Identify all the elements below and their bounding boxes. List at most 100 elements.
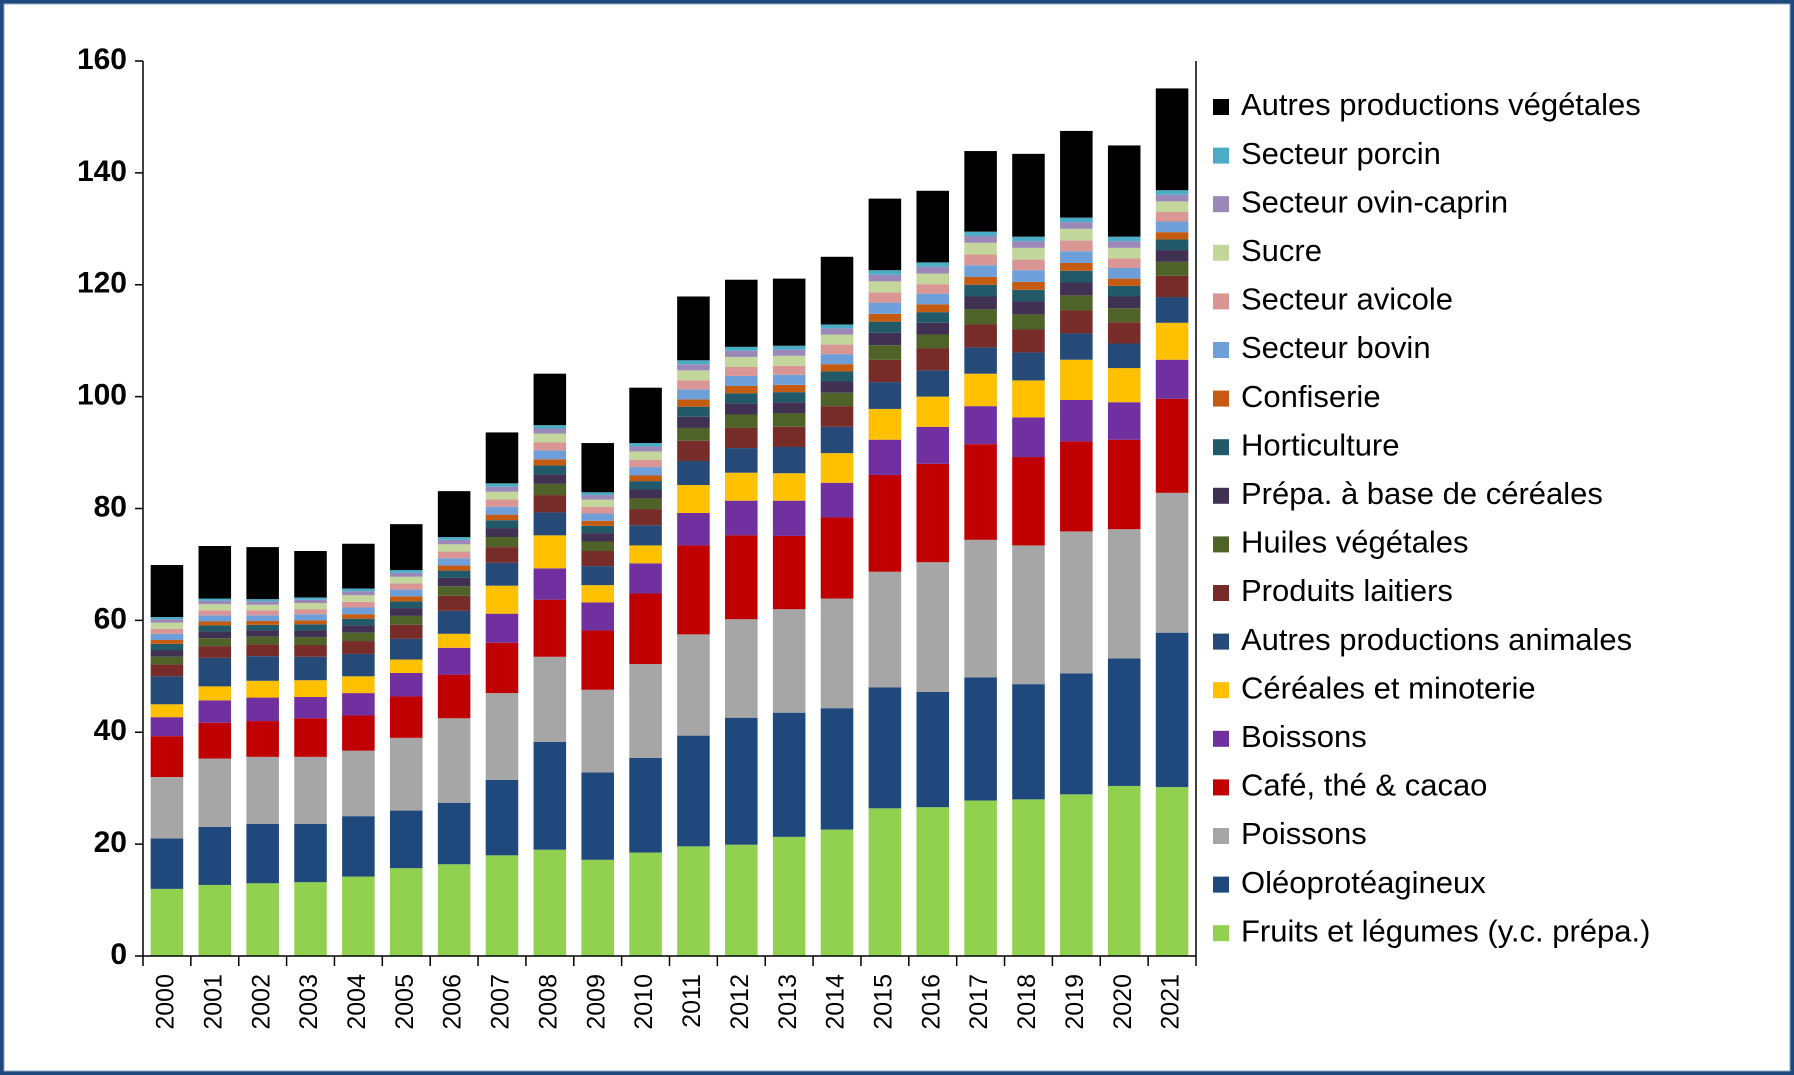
legend-swatch (1213, 730, 1229, 747)
bar-segment (772, 349, 806, 356)
y-tick-label: 100 (77, 379, 127, 412)
bar-segment (725, 375, 758, 386)
bar-segment (437, 570, 471, 578)
bar-segment (677, 360, 710, 365)
bar-segment (1012, 153, 1045, 237)
bar-segment (342, 618, 375, 626)
bar-segment (485, 506, 519, 515)
bar-segment (342, 641, 375, 654)
bar-segment (772, 426, 806, 447)
bar-segment (581, 506, 614, 514)
bar-segment (198, 598, 232, 601)
bar-segment (485, 642, 519, 694)
legend-swatch (1213, 828, 1229, 844)
bar-segment (294, 656, 327, 681)
x-tick-label: 2011 (678, 974, 706, 1028)
bar-segment (629, 545, 662, 564)
bar-segment (485, 432, 519, 484)
legend-swatch (1213, 342, 1229, 358)
bar-segment (389, 524, 423, 571)
bar-segment (1107, 785, 1141, 956)
bar-segment (533, 465, 567, 475)
bar-segment (1155, 212, 1189, 222)
bar-segment (868, 198, 902, 271)
bar-segment (294, 614, 327, 621)
bar-segment (246, 636, 279, 645)
x-tick-label: 2009 (582, 974, 610, 1030)
bar-segment (629, 498, 662, 510)
bar-segment (725, 448, 758, 473)
bar-segment (1060, 333, 1093, 360)
bar-segment (389, 868, 423, 956)
x-tick-label: 2021 (1157, 974, 1185, 1030)
bar-segment (150, 838, 184, 889)
bar-segment (437, 610, 471, 634)
legend-swatch (1213, 585, 1229, 601)
bar-segment (437, 586, 471, 596)
bar-segment (629, 593, 662, 665)
bar-segment (964, 309, 997, 325)
legend-swatch (1213, 487, 1229, 504)
bar-segment (1060, 794, 1093, 956)
bar-segment (389, 659, 423, 673)
bar-segment (820, 453, 854, 483)
bar-segment (150, 639, 184, 644)
bar-segment (916, 312, 950, 323)
bar-segment (198, 615, 232, 622)
bar-segment (1107, 267, 1141, 279)
bar-segment (916, 691, 950, 808)
bar-segment (725, 279, 758, 347)
bar-segment (820, 829, 854, 956)
legend-label: Boissons (1241, 719, 1367, 754)
bar-segment (964, 373, 997, 407)
bar-segment (581, 551, 614, 567)
bar-segment (820, 324, 854, 329)
y-tick-label: 140 (77, 155, 127, 188)
bar-segment (246, 547, 279, 600)
bar-segment (533, 495, 567, 513)
x-tick-label: 2016 (917, 974, 945, 1030)
bar-segment (964, 324, 997, 348)
x-tick-label: 2020 (1109, 974, 1137, 1030)
bar-segment (1107, 368, 1141, 403)
bar-segment (294, 620, 327, 625)
x-tick-label: 2005 (391, 974, 419, 1030)
legend-swatch (1213, 779, 1229, 796)
bar-segment (964, 276, 997, 285)
bar-segment (677, 406, 710, 417)
bar-segment (1107, 285, 1141, 297)
legend-label: Céréales et minoterie (1241, 670, 1536, 705)
bar-segment (1012, 241, 1045, 248)
bar-segment (533, 442, 567, 451)
bar-segment (246, 697, 279, 722)
bar-segment (772, 384, 806, 393)
x-tick-label: 2019 (1061, 974, 1089, 1030)
bar-segment (820, 364, 854, 372)
bar-segment (485, 585, 519, 614)
bar-segment (964, 254, 997, 266)
bar-segment (581, 520, 614, 526)
bar-segment (581, 499, 614, 507)
bar-segment (725, 717, 758, 845)
bar-segment (150, 717, 184, 737)
bar-segment (389, 737, 423, 811)
bar-segment (294, 882, 327, 956)
bar-segment (725, 427, 758, 449)
bar-segment (150, 628, 184, 634)
bar-segment (1155, 398, 1189, 493)
bar-segment (485, 613, 519, 643)
bar-segment (581, 443, 614, 493)
bar-segment (1155, 297, 1189, 323)
bar-segment (1107, 529, 1141, 659)
bar-segment (581, 525, 614, 534)
bar-segment (677, 634, 710, 736)
bar-segment (437, 647, 471, 675)
bar-segment (772, 609, 806, 713)
bar-segment (1012, 684, 1045, 800)
bar-segment (1012, 247, 1045, 260)
bar-segment (1012, 314, 1045, 330)
y-tick-label: 60 (94, 602, 127, 635)
bar-segment (437, 802, 471, 865)
